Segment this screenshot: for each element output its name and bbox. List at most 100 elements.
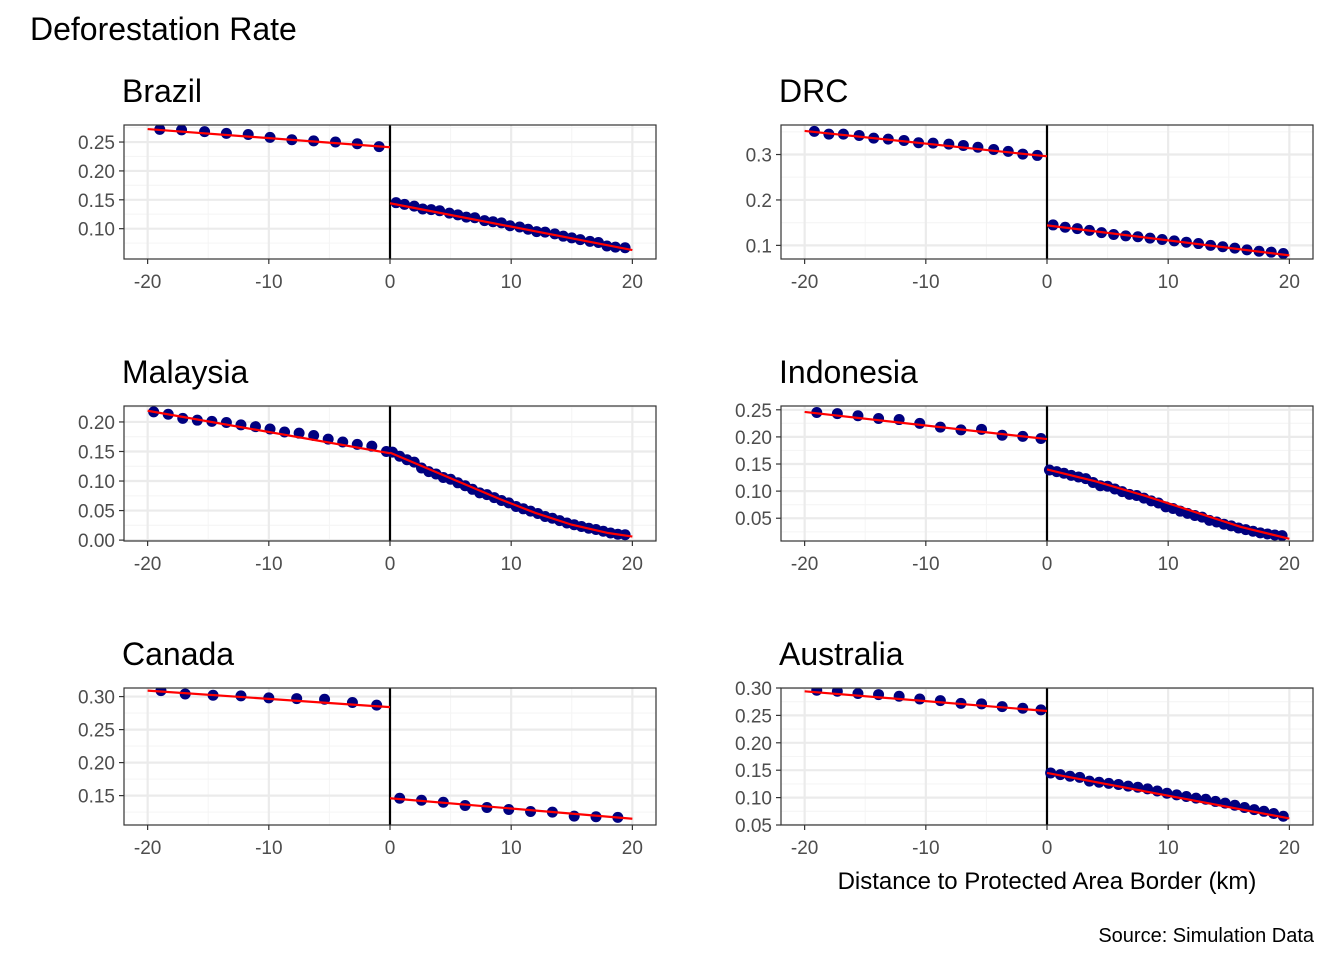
- fit-line-right: [1046, 771, 1290, 820]
- panel-canada: Canada -20 -10 0 10 20 0.15 0.20 0.25 0.30: [78, 636, 657, 859]
- y-tick-label: 0.1: [746, 236, 772, 257]
- y-tick-label: 0.20: [78, 162, 115, 183]
- fit-line-left: [804, 410, 1048, 441]
- fit-line-left: [147, 409, 391, 455]
- data-point: [242, 129, 254, 141]
- figure-y-axis-title: Deforestation Rate: [30, 11, 297, 47]
- data-point: [943, 138, 955, 150]
- data-point: [996, 429, 1008, 441]
- x-tick-label: 0: [385, 554, 396, 575]
- x-tick-label: 20: [1279, 554, 1300, 575]
- plot-area-drc: [804, 125, 1290, 259]
- y-tick-label: 0.25: [735, 401, 772, 422]
- data-point: [811, 688, 823, 696]
- data-point: [503, 803, 515, 815]
- x-tick-label: -20: [791, 838, 818, 859]
- data-point: [853, 129, 865, 141]
- fit-line-left: [147, 689, 391, 709]
- y-tick-label: 0.20: [735, 428, 772, 449]
- y-tick-label: 0.25: [78, 133, 115, 154]
- x-tick-label: -10: [255, 838, 282, 859]
- y-tick-label: 0.30: [78, 688, 115, 709]
- fit-line-right: [389, 797, 633, 820]
- x-tick-label: 20: [622, 554, 643, 575]
- x-tick-label: -20: [134, 838, 161, 859]
- x-tick-label: 20: [622, 272, 643, 293]
- fit-line-left: [804, 690, 1048, 713]
- y-tick-label: 0.2: [746, 191, 772, 212]
- x-tick-label: 10: [1158, 838, 1179, 859]
- plot-area-canada: [147, 688, 633, 825]
- data-point: [346, 697, 358, 709]
- x-tick-label: 20: [1279, 838, 1300, 859]
- data-point: [972, 141, 984, 153]
- y-tick-label: 0.15: [78, 442, 115, 463]
- y-tick-label: 0.25: [735, 706, 772, 727]
- x-tick-label: -10: [912, 272, 939, 293]
- data-point: [1268, 807, 1280, 819]
- data-point: [957, 139, 969, 151]
- x-tick-label: 0: [1042, 838, 1053, 859]
- y-tick-label: 0.15: [78, 191, 115, 212]
- x-tick-label: -20: [791, 272, 818, 293]
- data-point: [988, 144, 1000, 156]
- y-tick-label: 0.05: [735, 509, 772, 530]
- x-tick-label: -10: [255, 554, 282, 575]
- fit-line-right: [389, 451, 633, 538]
- data-point: [568, 810, 580, 822]
- x-tick-label: -20: [134, 272, 161, 293]
- figure-caption: Source: Simulation Data: [1098, 925, 1315, 947]
- data-point: [1047, 219, 1059, 231]
- data-point: [976, 698, 988, 710]
- x-tick-label: 10: [501, 554, 522, 575]
- x-tick-label: -10: [255, 272, 282, 293]
- x-tick-label: 0: [385, 272, 396, 293]
- x-tick-label: 0: [1042, 272, 1053, 293]
- panel-australia: Australia -20 -10 0 10 20 0.05 0.10 0.15 0.20 0.25…: [735, 636, 1314, 859]
- x-tick-label: 0: [1042, 554, 1053, 575]
- data-point: [852, 688, 864, 699]
- y-tick-label: 0.10: [735, 789, 772, 810]
- panel-malaysia: Malaysia -20 -10 0 10 20 0.00 0.05 0.10 0.15 0.20: [78, 354, 657, 575]
- fit-line-right: [389, 202, 633, 252]
- panel-title-malaysia: Malaysia: [122, 354, 248, 390]
- fit-line-right: [1046, 468, 1290, 540]
- y-tick-label: 0.30: [735, 679, 772, 700]
- panel-brazil: Brazil -20 -10 0 10 20 0.10 0.15 0.20 0.25: [78, 73, 657, 293]
- data-point: [852, 410, 864, 422]
- plot-area-indonesia: [804, 406, 1290, 541]
- y-tick-label: 0.20: [78, 413, 115, 434]
- fit-line-left: [804, 129, 1048, 158]
- x-tick-label: -10: [912, 554, 939, 575]
- y-tick-label: 0.3: [746, 146, 772, 167]
- data-point: [176, 125, 188, 136]
- x-tick-label: 20: [622, 838, 643, 859]
- y-tick-label: 0.15: [735, 455, 772, 476]
- plot-area-malaysia: [147, 406, 633, 541]
- data-point: [934, 695, 946, 707]
- x-tick-label: -20: [791, 554, 818, 575]
- data-point: [329, 136, 341, 148]
- data-point: [831, 408, 843, 420]
- y-tick-label: 0.05: [78, 502, 115, 523]
- y-tick-label: 0.10: [78, 472, 115, 493]
- data-point: [1112, 778, 1124, 790]
- data-point: [927, 137, 939, 149]
- plot-area-australia: [804, 688, 1290, 825]
- x-tick-label: 0: [385, 838, 396, 859]
- panel-drc: DRC -20 -10 0 10 20 0.1 0.2 0.3: [746, 73, 1314, 293]
- fit-line-left: [147, 127, 391, 149]
- x-tick-label: 10: [501, 838, 522, 859]
- data-point: [873, 412, 885, 424]
- y-tick-label: 0.00: [78, 531, 115, 552]
- figure-x-axis-title: Distance to Protected Area Border (km): [838, 868, 1257, 895]
- x-tick-label: 10: [501, 272, 522, 293]
- y-tick-label: 0.20: [735, 734, 772, 755]
- panel-title-drc: DRC: [779, 73, 848, 109]
- y-tick-label: 0.10: [735, 482, 772, 503]
- data-point: [914, 693, 926, 705]
- x-tick-label: 20: [1279, 272, 1300, 293]
- data-point: [291, 693, 303, 705]
- y-tick-label: 0.15: [735, 761, 772, 782]
